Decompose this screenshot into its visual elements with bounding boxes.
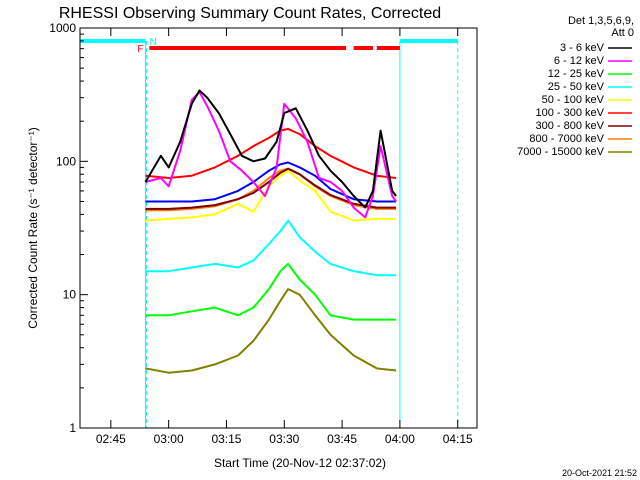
legend-label-12-25-kev: 12 - 25 keV <box>548 68 605 80</box>
x-tick-label: 04:00 <box>385 432 415 446</box>
series-line-6-12-kev <box>145 91 397 219</box>
legend-header-line2: Att 0 <box>611 27 634 39</box>
series-layer <box>144 89 397 374</box>
plot-frame <box>79 27 478 429</box>
footer-timestamp: 20-Oct-2021 21:52 <box>562 468 637 478</box>
legend-label-100-300-kev: 100 - 300 keV <box>536 107 605 119</box>
series-line-12-25-kev <box>145 262 397 321</box>
legend-label-800-7000-kev: 800 - 7000 keV <box>529 133 604 145</box>
x-tick-label: 03:15 <box>211 432 241 446</box>
y-tick-label: 10 <box>63 288 77 302</box>
series-line-300-800-kev <box>145 167 397 210</box>
series-line-25-50-kev <box>145 219 397 277</box>
series-line-800-7000-kev <box>145 167 397 212</box>
y-axis-label: Corrected Count Rate (s⁻¹ detector⁻¹) <box>26 127 40 328</box>
y-tick-label: 100 <box>56 154 76 168</box>
x-tick-label: 03:30 <box>269 432 299 446</box>
legend-label-3-6-kev: 3 - 6 keV <box>560 42 605 54</box>
legend-label-25-50-kev: 25 - 50 keV <box>548 81 605 93</box>
flag-bars: NF <box>80 37 459 428</box>
chart-title: RHESSI Observing Summary Count Rates, Co… <box>59 5 441 22</box>
y-tick-label: 1000 <box>49 21 76 35</box>
legend-header-line1: Det 1,3,5,6,9, <box>568 15 634 27</box>
flare-flag-label: F <box>137 44 143 55</box>
legend-label-50-100-kev: 50 - 100 keV <box>542 94 605 106</box>
series-line-7000-15000-kev <box>145 288 397 374</box>
series-line-50-100-kev <box>145 169 397 222</box>
x-tick-label: 04:15 <box>443 432 473 446</box>
legend-label-300-800-kev: 300 - 800 keV <box>536 120 605 132</box>
x-axis-label: Start Time (20-Nov-12 02:37:02) <box>214 456 386 470</box>
axes-layer: 02:45 03:00 03:15 03:30 03:45 04:00 04:15 1 10 10… <box>49 21 478 446</box>
legend-label-7000-15000-kev: 7000 - 15000 keV <box>517 146 605 158</box>
x-tick-label: 03:45 <box>327 432 357 446</box>
y-tick-label: 1 <box>69 421 76 435</box>
x-tick-label: 03:00 <box>154 432 184 446</box>
legend-label-6-12-kev: 6 - 12 keV <box>554 55 605 67</box>
night-flag-label: N <box>150 37 157 48</box>
series-line-3-6-kev <box>144 89 397 209</box>
x-tick-label: 02:45 <box>96 432 126 446</box>
